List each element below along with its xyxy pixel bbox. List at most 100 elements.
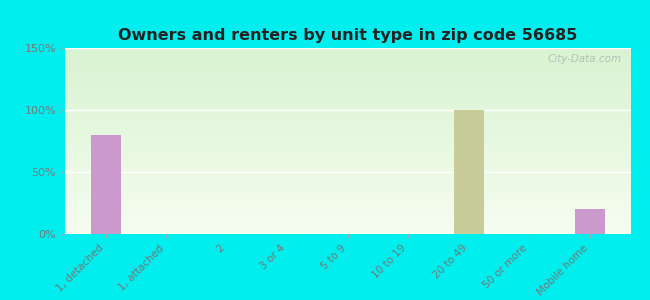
Bar <box>65 72 630 74</box>
Bar <box>65 204 630 206</box>
Bar <box>65 113 630 115</box>
Bar <box>65 115 630 117</box>
Bar <box>65 156 630 158</box>
Bar <box>65 139 630 141</box>
Bar <box>65 96 630 98</box>
Bar <box>65 230 630 232</box>
Bar <box>65 163 630 165</box>
Bar <box>65 160 630 161</box>
Bar <box>65 74 630 76</box>
Bar <box>65 52 630 54</box>
Bar <box>65 189 630 191</box>
Bar <box>65 117 630 119</box>
Bar <box>65 223 630 225</box>
Bar <box>65 176 630 178</box>
Bar <box>91 135 121 234</box>
Bar <box>65 199 630 200</box>
Bar <box>65 154 630 156</box>
Bar <box>65 152 630 154</box>
Bar <box>65 80 630 82</box>
Bar <box>65 128 630 130</box>
Bar <box>65 93 630 94</box>
Bar <box>65 202 630 204</box>
Bar <box>65 65 630 67</box>
Bar <box>65 226 630 228</box>
Bar <box>65 91 630 93</box>
Bar <box>65 219 630 221</box>
Bar <box>65 141 630 143</box>
Bar <box>65 107 630 110</box>
Bar <box>65 145 630 147</box>
Bar <box>65 67 630 68</box>
Bar <box>65 171 630 172</box>
Bar <box>65 59 630 61</box>
Bar <box>65 100 630 102</box>
Bar <box>65 167 630 169</box>
Bar <box>65 48 630 50</box>
Bar <box>65 137 630 139</box>
Bar <box>65 215 630 217</box>
Bar <box>65 161 630 163</box>
Bar <box>65 122 630 124</box>
Bar <box>65 70 630 72</box>
Bar <box>65 126 630 128</box>
Bar <box>65 172 630 175</box>
Bar <box>65 130 630 132</box>
Bar <box>65 82 630 83</box>
Bar <box>65 186 630 188</box>
Bar <box>65 143 630 145</box>
Bar <box>65 191 630 193</box>
Bar <box>65 134 630 135</box>
Bar <box>65 89 630 91</box>
Bar <box>65 217 630 219</box>
Bar <box>65 232 630 234</box>
Bar <box>65 124 630 126</box>
Bar <box>65 169 630 171</box>
Bar <box>65 98 630 100</box>
Bar <box>65 148 630 150</box>
Bar <box>65 200 630 202</box>
Bar <box>65 214 630 215</box>
Bar <box>65 178 630 180</box>
Bar <box>575 209 604 234</box>
Bar <box>65 158 630 160</box>
Bar <box>65 119 630 121</box>
Bar <box>65 63 630 65</box>
Bar <box>65 221 630 223</box>
Bar <box>65 54 630 56</box>
Bar <box>65 87 630 89</box>
Bar <box>65 165 630 167</box>
Bar <box>65 61 630 63</box>
Bar <box>65 85 630 87</box>
Bar <box>65 206 630 208</box>
Bar <box>65 175 630 176</box>
Bar <box>65 76 630 78</box>
Bar <box>454 110 484 234</box>
Bar <box>65 212 630 214</box>
Bar <box>65 195 630 197</box>
Bar <box>65 150 630 152</box>
Bar <box>65 111 630 113</box>
Bar <box>65 50 630 52</box>
Bar <box>65 180 630 182</box>
Bar <box>65 78 630 80</box>
Bar <box>65 94 630 96</box>
Bar <box>65 225 630 226</box>
Bar <box>65 121 630 122</box>
Bar <box>65 106 630 107</box>
Bar <box>65 188 630 189</box>
Bar <box>65 68 630 70</box>
Bar <box>65 184 630 186</box>
Text: City-Data.com: City-Data.com <box>548 54 622 64</box>
Bar <box>65 228 630 230</box>
Bar <box>65 104 630 106</box>
Bar <box>65 83 630 85</box>
Bar <box>65 210 630 212</box>
Bar <box>65 193 630 195</box>
Bar <box>65 147 630 148</box>
Title: Owners and renters by unit type in zip code 56685: Owners and renters by unit type in zip c… <box>118 28 577 43</box>
Bar <box>65 110 630 111</box>
Bar <box>65 132 630 134</box>
Bar <box>65 197 630 199</box>
Bar <box>65 208 630 210</box>
